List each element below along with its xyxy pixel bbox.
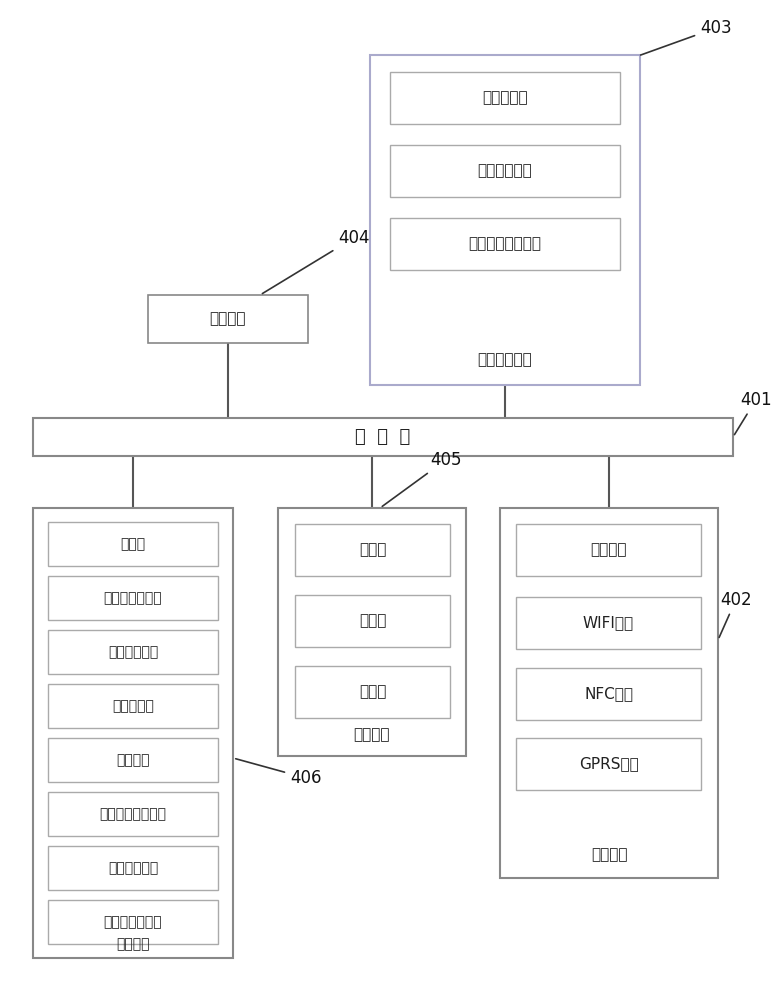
Text: 输入模块: 输入模块 <box>210 312 246 326</box>
Text: GPRS模块: GPRS模块 <box>578 756 638 772</box>
Bar <box>516 524 701 576</box>
Text: 操作模块: 操作模块 <box>116 937 150 951</box>
Text: 显示器: 显示器 <box>359 613 386 629</box>
Text: 惯性测量传感器: 惯性测量传感器 <box>103 591 163 605</box>
Bar <box>278 508 466 756</box>
Bar <box>48 522 218 566</box>
Text: NFC模块: NFC模块 <box>584 686 633 702</box>
Text: 蓝牙模块: 蓝牙模块 <box>591 542 627 558</box>
Bar <box>516 738 701 790</box>
Bar <box>295 595 450 647</box>
Text: 环境光传感器: 环境光传感器 <box>108 861 158 875</box>
Text: 高清光线模组: 高清光线模组 <box>477 163 532 178</box>
Text: 403: 403 <box>641 19 732 55</box>
Text: 麦克风: 麦克风 <box>120 537 146 551</box>
Bar <box>148 295 308 343</box>
Text: 高清摄像头: 高清摄像头 <box>112 699 154 713</box>
Text: 406: 406 <box>236 759 322 787</box>
Bar <box>295 524 450 576</box>
Text: 混合现实捕捉模组: 混合现实捕捉模组 <box>99 807 167 821</box>
Text: 光学投射模块: 光学投射模块 <box>477 353 532 367</box>
Bar <box>33 418 733 456</box>
Text: 眼球跟踪传感器: 眼球跟踪传感器 <box>103 915 163 929</box>
Bar <box>48 792 218 836</box>
Text: 401: 401 <box>735 391 771 435</box>
Bar <box>390 218 620 270</box>
Text: 扬声器: 扬声器 <box>359 542 386 558</box>
Text: 通信模块: 通信模块 <box>591 848 628 862</box>
Bar <box>500 508 718 878</box>
Bar <box>48 576 218 620</box>
Text: 控  制  器: 控 制 器 <box>355 428 411 446</box>
Bar <box>295 666 450 718</box>
Text: 瞳孔距离校正模组: 瞳孔距离校正模组 <box>469 236 541 251</box>
Text: 环境感知相机: 环境感知相机 <box>108 645 158 659</box>
Bar <box>48 846 218 890</box>
Bar <box>48 900 218 944</box>
Text: 405: 405 <box>382 451 462 506</box>
Text: WIFI模块: WIFI模块 <box>583 615 634 631</box>
Text: 402: 402 <box>719 591 752 637</box>
Bar <box>48 684 218 728</box>
Text: 透视镜模组: 透视镜模组 <box>482 91 528 105</box>
Bar <box>516 597 701 649</box>
Bar <box>370 55 640 385</box>
Bar <box>33 508 233 958</box>
Bar <box>48 738 218 782</box>
Text: 输出模块: 输出模块 <box>354 728 390 742</box>
Text: 404: 404 <box>262 229 369 294</box>
Bar <box>390 145 620 197</box>
Bar <box>390 72 620 124</box>
Bar <box>516 668 701 720</box>
Text: 景深相机: 景深相机 <box>116 753 150 767</box>
Text: 振动器: 振动器 <box>359 684 386 700</box>
Bar <box>48 630 218 674</box>
